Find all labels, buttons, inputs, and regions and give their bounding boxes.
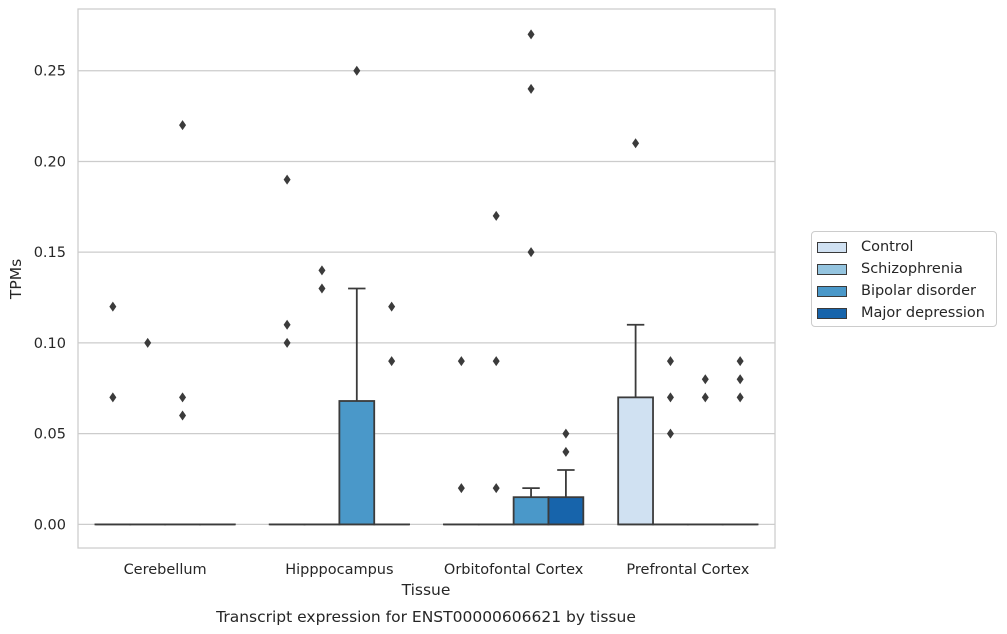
outlier-point xyxy=(701,374,709,385)
outlier-point xyxy=(527,83,535,94)
outlier-point xyxy=(736,392,744,403)
y-tick-label: 0.05 xyxy=(34,427,66,443)
outlier-point xyxy=(527,29,535,40)
outlier-point xyxy=(109,392,117,403)
box-group xyxy=(94,301,132,526)
outlier-point xyxy=(492,483,500,494)
outlier-point xyxy=(388,301,396,312)
x-tick-label: Prefrontal Cortex xyxy=(626,562,749,578)
outlier-point xyxy=(736,374,744,385)
outlier-point xyxy=(736,356,744,367)
outlier-point xyxy=(283,319,291,330)
box-group xyxy=(686,374,724,526)
box-group xyxy=(547,428,585,526)
plot-frame xyxy=(77,8,776,549)
legend-label: Control xyxy=(861,239,914,255)
x-tick-label: Cerebellum xyxy=(124,562,207,578)
y-tick-label: 0.10 xyxy=(34,336,66,352)
outlier-point xyxy=(527,247,535,258)
outlier-point xyxy=(666,428,674,439)
outlier-point xyxy=(283,174,291,185)
box-group xyxy=(129,337,167,526)
legend-label: Schizophrenia xyxy=(861,261,963,277)
box-group xyxy=(512,29,550,526)
outlier-point xyxy=(179,410,187,421)
box-group xyxy=(303,265,341,526)
box-group xyxy=(268,174,306,526)
grid-layer xyxy=(78,70,775,526)
legend-label: Bipolar disorder xyxy=(861,283,976,299)
outlier-point xyxy=(179,392,187,403)
chart-title: Transcript expression for ENST0000060662… xyxy=(215,608,636,626)
outlier-point xyxy=(701,392,709,403)
legend-item: Control xyxy=(812,236,996,258)
legend-swatch xyxy=(817,263,847,275)
y-tick-label: 0.15 xyxy=(34,245,66,261)
x-tick-label: Hipppocampus xyxy=(285,562,393,578)
box xyxy=(547,496,585,526)
outlier-point xyxy=(318,265,326,276)
outlier-point xyxy=(492,356,500,367)
y-tick-label: 0.00 xyxy=(34,517,66,533)
outlier-point xyxy=(562,428,570,439)
legend-swatch xyxy=(817,285,847,297)
outlier-point xyxy=(632,138,640,149)
outlier-point xyxy=(144,337,152,348)
legend-swatch xyxy=(817,241,847,253)
outlier-point xyxy=(179,120,187,131)
outlier-point xyxy=(318,283,326,294)
box-group xyxy=(721,356,759,526)
box xyxy=(512,496,550,526)
x-tick-labels: Cerebellum Hipppocampus Orbitofontal Corte… xyxy=(124,562,750,578)
box xyxy=(338,400,376,526)
outlier-point xyxy=(353,65,361,76)
legend-label: Major depression xyxy=(861,305,985,321)
y-tick-labels: 0.00 0.05 0.10 0.15 0.20 0.25 xyxy=(34,64,66,534)
box-group xyxy=(338,65,376,526)
box-group xyxy=(373,301,410,526)
y-tick-label: 0.25 xyxy=(34,64,66,80)
y-axis-label: TPMs xyxy=(7,259,25,300)
box-layer xyxy=(94,29,759,526)
outlier-point xyxy=(457,356,465,367)
legend-item: Schizophrenia xyxy=(812,258,996,280)
outlier-point xyxy=(562,446,570,457)
box xyxy=(617,396,654,526)
box-group xyxy=(652,356,689,526)
outlier-point xyxy=(666,392,674,403)
outlier-point xyxy=(457,483,465,494)
x-axis-label: Tissue xyxy=(401,581,451,599)
outlier-point xyxy=(388,356,396,367)
box-group xyxy=(617,138,654,526)
outlier-point xyxy=(666,356,674,367)
legend-swatch xyxy=(817,307,847,319)
outlier-point xyxy=(283,337,291,348)
legend-item: Bipolar disorder xyxy=(812,280,996,302)
box-group xyxy=(477,210,515,526)
legend-item: Major depression xyxy=(812,302,996,324)
outlier-point xyxy=(109,301,117,312)
outlier-point xyxy=(492,210,500,221)
box-group xyxy=(164,120,201,526)
legend: Control Schizophrenia Bipolar disorder Majo… xyxy=(811,231,997,327)
x-tick-label: Orbitofontal Cortex xyxy=(444,562,584,578)
box-group xyxy=(443,356,480,526)
y-tick-label: 0.20 xyxy=(34,154,66,170)
